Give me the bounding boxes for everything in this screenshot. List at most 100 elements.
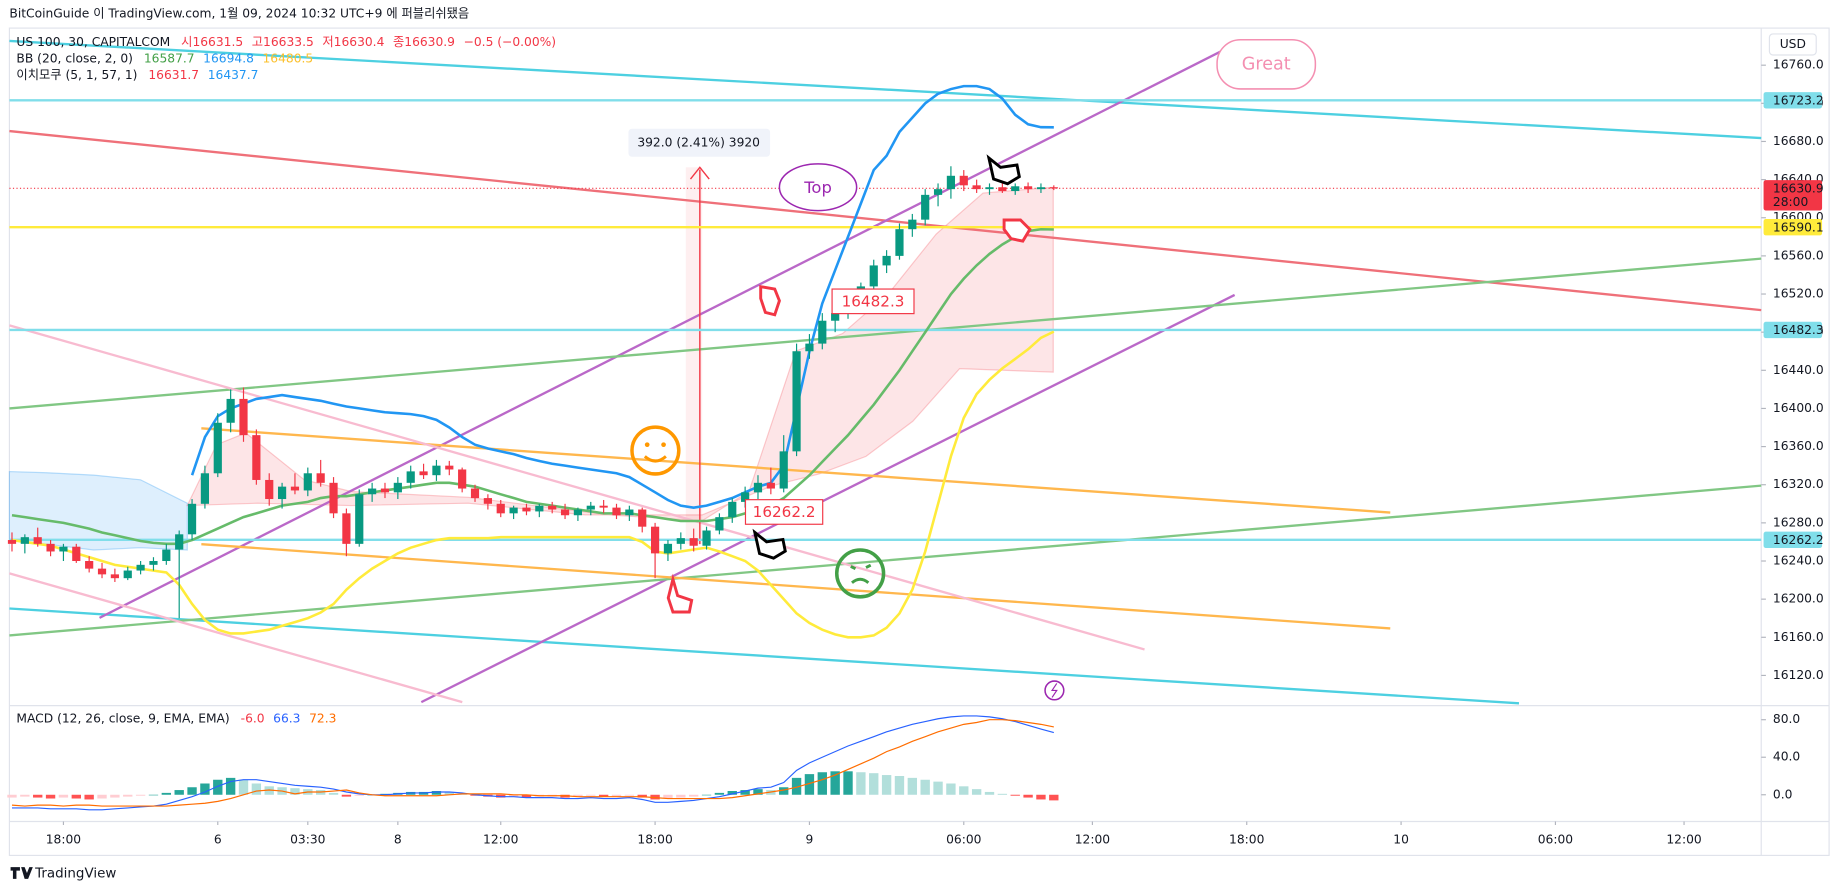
y-tick-label: 16120.0 [1773, 668, 1824, 682]
histogram-bar [869, 773, 879, 795]
y-tick-label: 16320.0 [1773, 477, 1824, 491]
indicator-value: 72.3 [309, 711, 336, 725]
y-tick-label: 16200.0 [1773, 592, 1824, 606]
currency[interactable]: USD [1780, 37, 1806, 51]
histogram-bar [123, 794, 133, 797]
measure-area [685, 167, 703, 545]
candle-body [393, 482, 402, 493]
histogram-bar [984, 791, 995, 795]
candle-body [689, 538, 698, 546]
candle-body [882, 255, 891, 266]
indicator: BB (20, close, 2, 0) [16, 51, 133, 65]
candle-body [46, 543, 55, 552]
trend-line [9, 324, 1145, 651]
top-bubble [778, 163, 858, 212]
candle-body [59, 546, 68, 552]
icon-part [643, 455, 667, 463]
candle-body [20, 537, 29, 544]
histogram-bar [753, 789, 763, 795]
candle-body [985, 187, 994, 190]
candle-body [239, 398, 248, 436]
indicator-line [11, 719, 1054, 807]
candle-body [483, 498, 492, 504]
indicator-line [11, 227, 1054, 546]
candle-body [175, 534, 184, 550]
histogram-bar [971, 789, 982, 795]
last-price-badge [1763, 180, 1823, 211]
candle-body [72, 546, 81, 562]
price-badge-label: 16590.1 [1773, 220, 1824, 234]
price-note-box [744, 499, 824, 525]
last-price-label: 16630.9 [1773, 181, 1824, 195]
candle-body [277, 486, 287, 500]
candle-body [831, 313, 840, 321]
candle-body [226, 398, 235, 423]
candle-body [252, 435, 261, 480]
histogram-bar [573, 794, 583, 797]
trend-line [9, 607, 1520, 705]
price-badge [1763, 531, 1823, 549]
histogram-bar [663, 794, 673, 799]
annotations: 392.0 (2.41%) 3920 Top Great 16482.3 162… [628, 39, 1317, 701]
indicator-line [11, 715, 1054, 811]
histogram-bar [174, 790, 184, 795]
currency-box[interactable] [1768, 33, 1817, 56]
x-tick-label: 6 [214, 833, 222, 847]
histogram-bar [213, 779, 223, 795]
candle-body [213, 422, 222, 474]
candle-body [1036, 187, 1046, 190]
y-tick-label: 16760.0 [1773, 58, 1824, 72]
change: −0.5 (−0.00%) [464, 35, 557, 49]
candle-body [535, 505, 544, 512]
histogram-bar [624, 794, 635, 796]
y-tick-label: 16440.0 [1773, 363, 1824, 377]
legend-row: BB (20, close, 2, 0) 16587.7 16694.8 164… [16, 51, 313, 65]
histogram-bar [676, 794, 686, 798]
histogram-bar [1036, 794, 1046, 800]
histogram-bar [1023, 794, 1033, 798]
candle-body [496, 503, 505, 514]
logo-icon [10, 867, 33, 879]
histogram-bar [843, 771, 853, 795]
histogram-bar [251, 783, 262, 795]
candle-body [265, 479, 274, 500]
indicator: MACD (12, 26, close, 9, EMA, EMA) [16, 711, 229, 725]
candle-body [946, 175, 956, 190]
histogram-bar [907, 777, 918, 795]
symbol: US 100, 30, CAPITALCOM [16, 35, 170, 49]
histogram-bar [33, 794, 43, 798]
candle-body [908, 219, 917, 230]
x-tick-label: 12:00 [1666, 833, 1701, 847]
candle-body [136, 564, 145, 571]
candle-body [753, 482, 763, 493]
candle-body [792, 351, 801, 452]
histogram-bar [58, 794, 69, 798]
histogram-bar [881, 775, 892, 795]
candle-body [458, 469, 467, 489]
candle-body [625, 509, 634, 516]
smiley-icon [630, 425, 681, 476]
candle-body [329, 482, 338, 514]
face-icon [835, 548, 886, 599]
candle-body [123, 570, 132, 579]
candle-body [766, 482, 775, 489]
trend-line [420, 293, 1236, 704]
ohlc: 고16633.5 [252, 35, 314, 49]
icon-part [1050, 683, 1058, 698]
histogram-bar [688, 794, 699, 797]
ichimoku-cloud [8, 167, 1054, 551]
histogram-bar [238, 779, 249, 795]
indicator-value: -6.0 [241, 711, 265, 725]
x-tick-label: 18:00 [46, 833, 81, 847]
histogram-bar [135, 794, 146, 796]
candle-body [560, 509, 570, 516]
y-tick-label: 16160.0 [1773, 630, 1824, 644]
histogram-bar [341, 794, 352, 797]
histogram-bar [148, 794, 159, 796]
candle-body [728, 501, 737, 518]
y-tick-label: 40.0 [1773, 750, 1800, 764]
candle-body [316, 473, 325, 483]
histogram-bar [431, 791, 442, 795]
histogram-bar [290, 788, 300, 795]
